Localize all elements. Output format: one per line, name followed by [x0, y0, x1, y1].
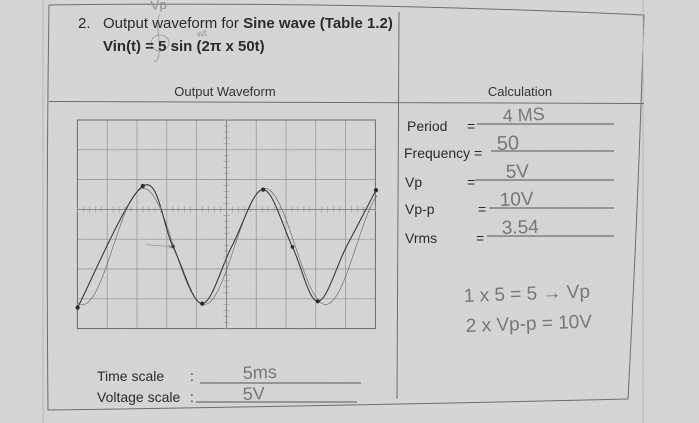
svg-text:50: 50 — [496, 132, 519, 155]
svg-text:4 MS: 4 MS — [502, 104, 545, 126]
svg-text:10V: 10V — [499, 189, 534, 211]
svg-text:Output Waveform: Output Waveform — [174, 84, 275, 99]
svg-text:3.54: 3.54 — [501, 217, 539, 239]
svg-text:Vp: Vp — [150, 0, 167, 13]
svg-text:5V: 5V — [505, 161, 529, 183]
svg-text:2 x Vp-p = 10V: 2 x Vp-p = 10V — [465, 312, 592, 337]
svg-text:5ms: 5ms — [242, 362, 277, 383]
svg-text:Calculation: Calculation — [488, 84, 552, 99]
svg-text:1 x 5 = 5 → Vp: 1 x 5 = 5 → Vp — [463, 282, 590, 307]
svg-text:5V: 5V — [242, 383, 265, 404]
